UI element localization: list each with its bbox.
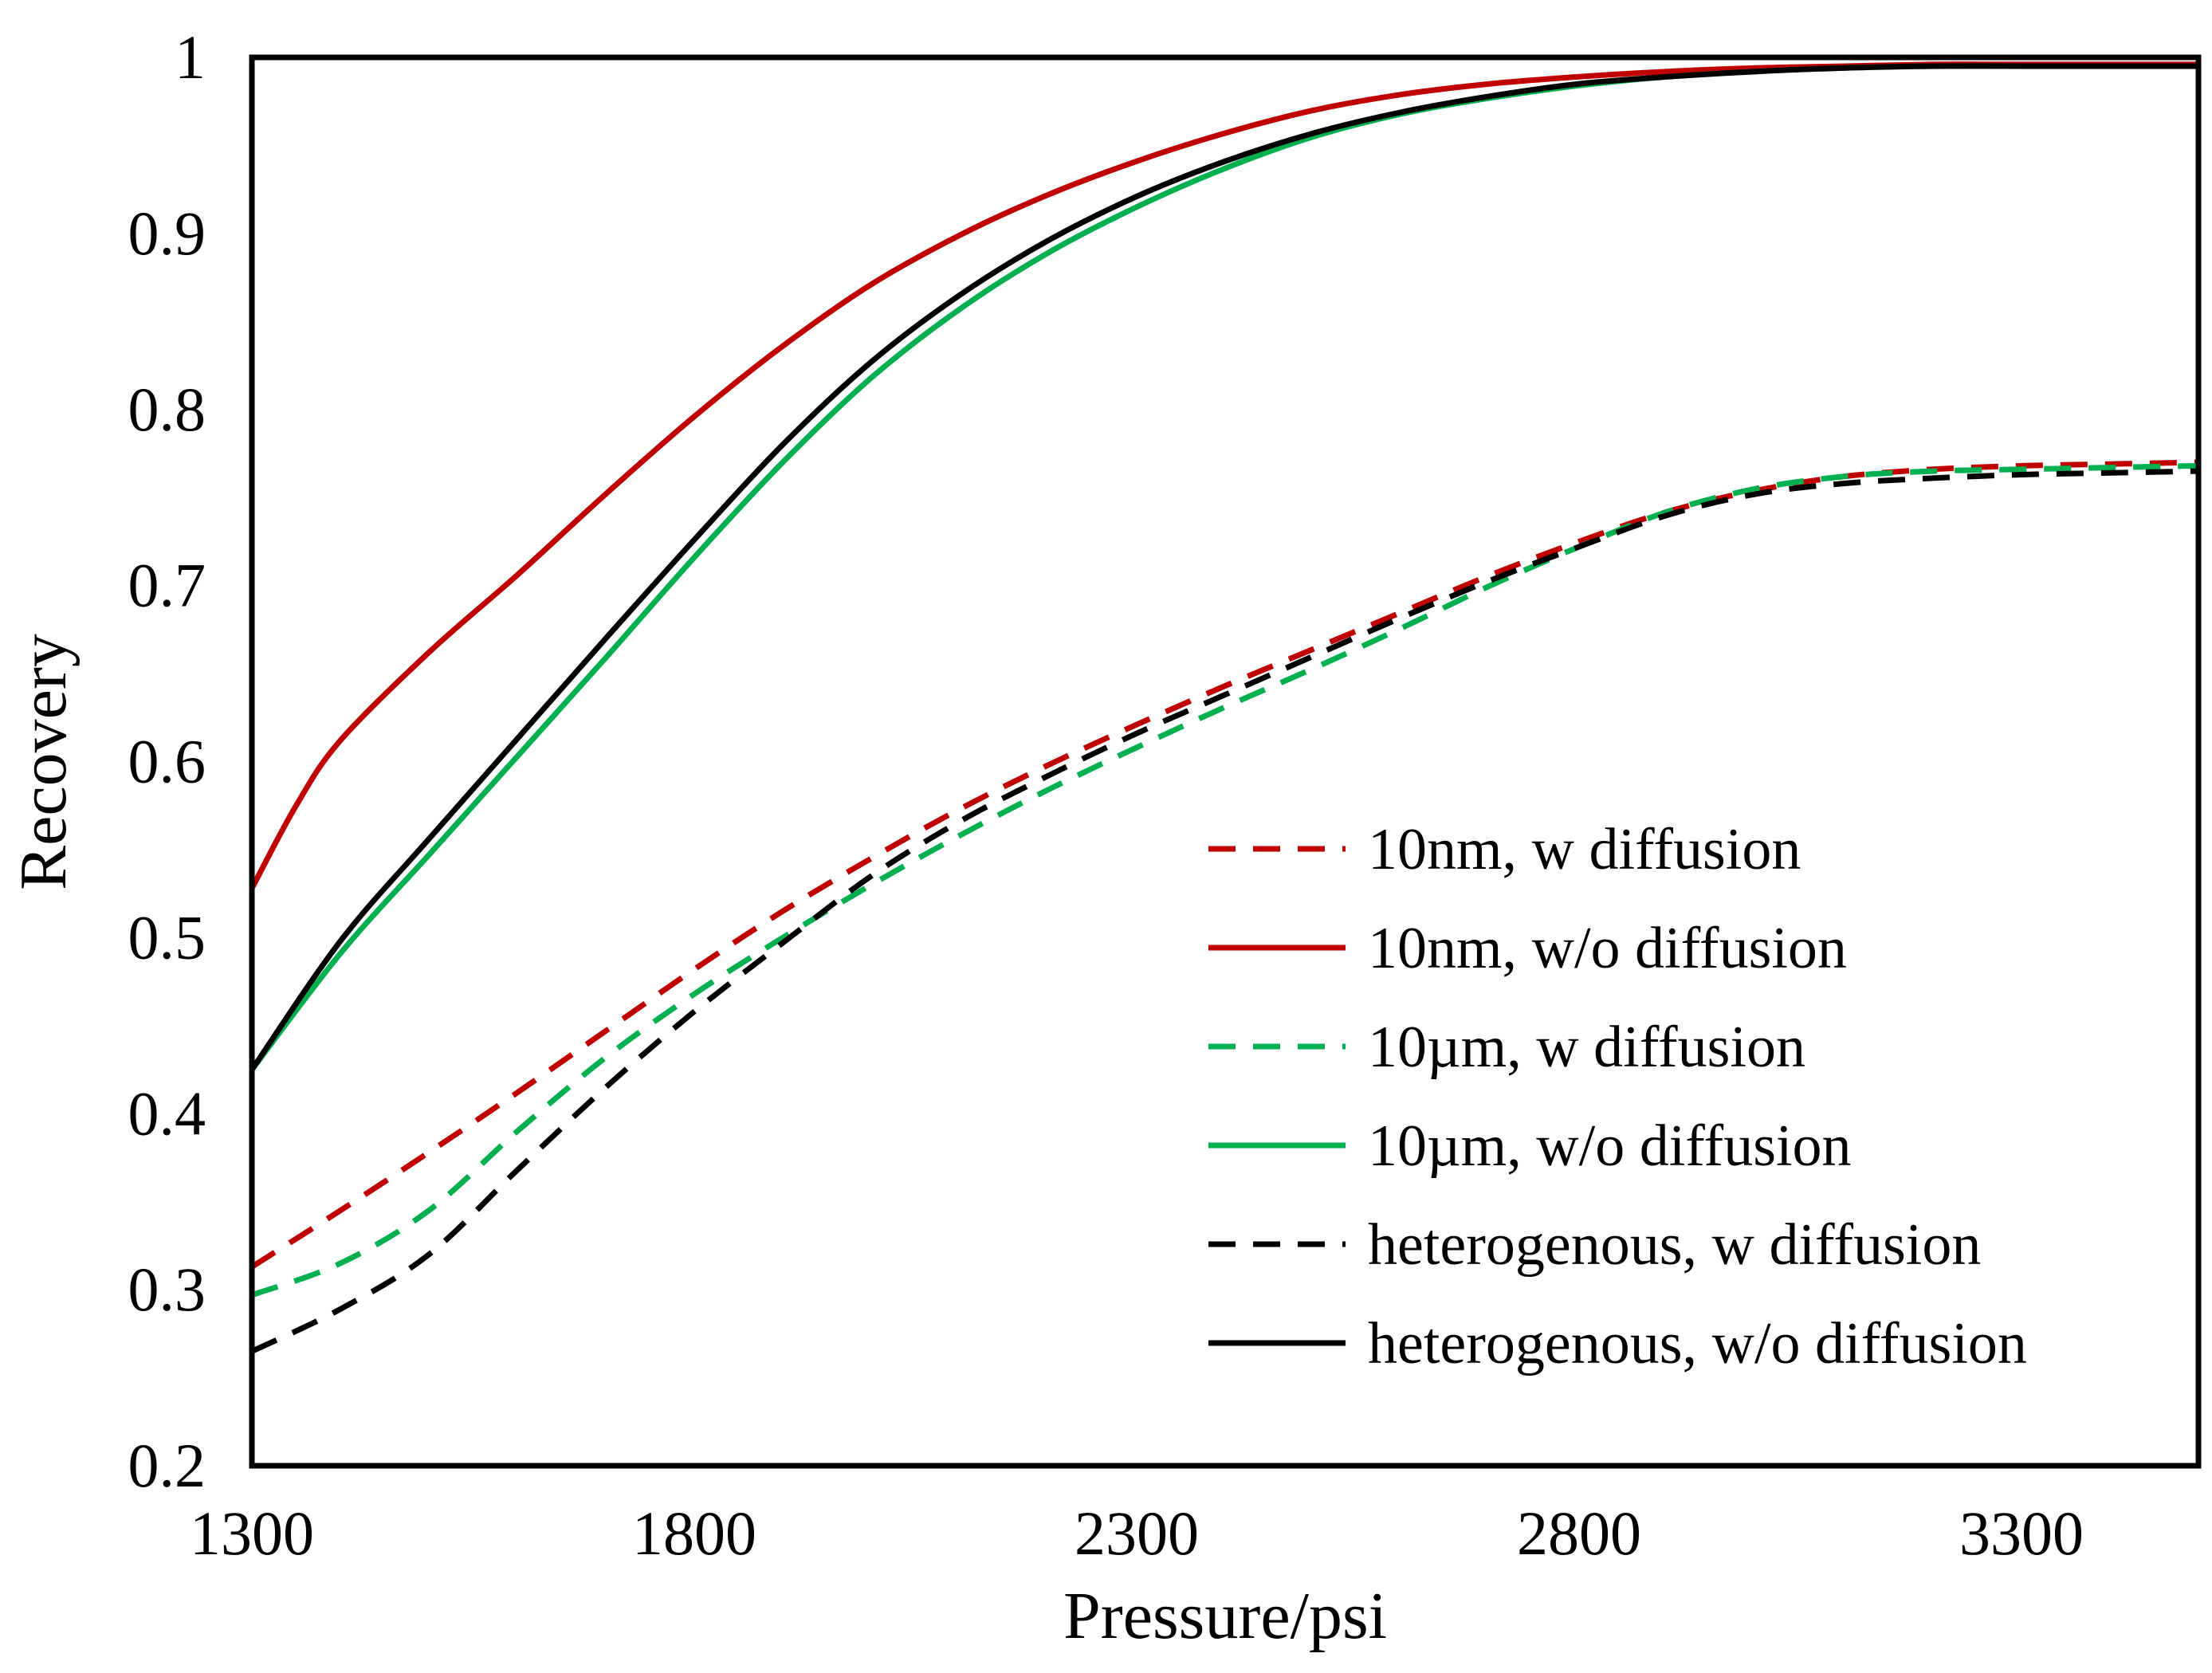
- legend-label-2: 10nm, w/o diffusion: [1368, 916, 1847, 981]
- x-tick-label: 2800: [1517, 1498, 1641, 1568]
- series-line-1: [250, 459, 2199, 1270]
- series-line-6: [249, 63, 2198, 1071]
- x-tick-label: 3300: [1959, 1498, 2084, 1568]
- y-axis-title: Recovery: [6, 634, 81, 890]
- y-tick-label: 0.3: [128, 1255, 206, 1324]
- x-tick-label: 2300: [1075, 1498, 1199, 1568]
- series-line-5: [250, 468, 2199, 1354]
- legend-label-4: 10µm, w/o diffusion: [1368, 1113, 1852, 1179]
- x-axis-title: Pressure/psi: [1063, 1579, 1387, 1653]
- legend-label-5: heterogenous, w diffusion: [1368, 1212, 1981, 1278]
- legend-label-1: 10nm, w diffusion: [1368, 817, 1801, 882]
- legend: 10nm, w diffusion 10nm, w/o diffusion 10µm…: [1208, 817, 2027, 1376]
- legend-label-3: 10µm, w diffusion: [1368, 1015, 1805, 1080]
- y-tick-label: 0.8: [128, 375, 206, 444]
- x-tick-label: 1300: [190, 1498, 314, 1568]
- y-tick-label: 0.7: [128, 551, 206, 620]
- y-tick-label: 0.2: [128, 1431, 206, 1500]
- y-tick-label: 0.5: [128, 902, 206, 972]
- legend-label-6: heterogenous, w/o diffusion: [1368, 1311, 2027, 1376]
- y-tick-label: 0.6: [128, 727, 206, 796]
- y-axis-ticks: 0.2 0.3 0.4 0.5 0.6 0.7 0.8 0.9 1: [128, 22, 206, 1500]
- x-axis-ticks: 1300 1800 2300 2800 3300: [190, 1498, 2084, 1568]
- series-line-3: [250, 462, 2199, 1298]
- y-tick-label: 1: [175, 22, 206, 92]
- x-tick-label: 1800: [632, 1498, 756, 1568]
- y-tick-label: 0.9: [128, 198, 206, 268]
- plot-frame: [249, 54, 2202, 1469]
- series-layer: [249, 61, 2199, 1354]
- y-tick-label: 0.4: [128, 1078, 206, 1148]
